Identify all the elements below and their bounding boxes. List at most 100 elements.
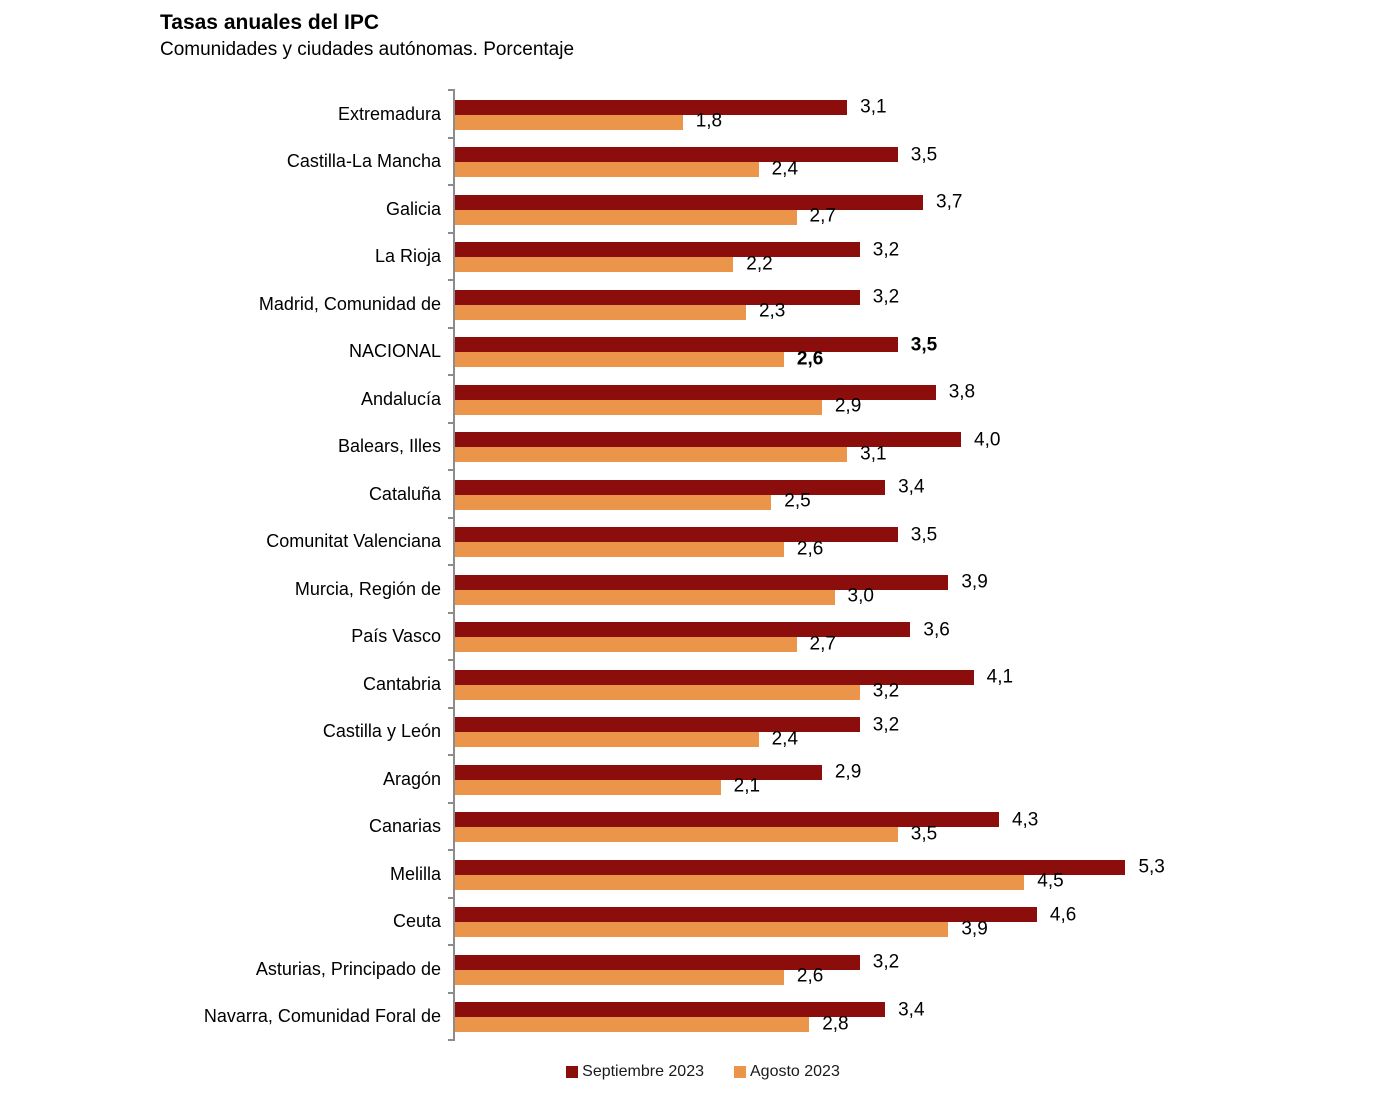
axis-tick [448, 374, 455, 376]
bar-septiembre [455, 907, 1037, 922]
bar-septiembre [455, 859, 1126, 875]
bar-septiembre [455, 764, 822, 780]
value-label-agosto: 3,9 [961, 918, 988, 939]
bar-septiembre [455, 1002, 886, 1017]
value-label-septiembre: 3,6 [923, 619, 950, 640]
category-label: Murcia, Región de [294, 578, 441, 599]
category-label: Castilla-La Mancha [286, 151, 441, 172]
bar-agosto [455, 114, 683, 130]
category-label: NACIONAL [348, 341, 441, 362]
bar-agosto [455, 969, 784, 985]
value-label-septiembre: 5,3 [1138, 856, 1165, 878]
bar-septiembre [455, 384, 936, 400]
value-label-agosto: 3,2 [872, 680, 900, 702]
bar-septiembre [455, 527, 898, 542]
value-label-septiembre: 3,5 [910, 144, 938, 165]
bar-septiembre [455, 622, 911, 637]
value-label-septiembre: 4,3 [1011, 809, 1039, 830]
category-label: Balears, Illes [337, 436, 441, 457]
value-label-septiembre: 2,9 [834, 761, 862, 783]
category-label: Navarra, Comunidad Foral de [203, 1006, 441, 1027]
bar-septiembre [455, 479, 886, 495]
bar-septiembre [455, 99, 848, 115]
bar-septiembre [455, 289, 860, 305]
category-label: Castilla y León [322, 721, 441, 742]
axis-tick [448, 421, 455, 424]
value-label-septiembre: 3,9 [961, 571, 988, 593]
category-label: Asturias, Principado de [255, 958, 441, 979]
category-label: Melilla [389, 863, 441, 884]
axis-tick [448, 706, 455, 709]
bar-septiembre [455, 669, 974, 685]
category-label: Aragón [382, 768, 441, 789]
category-label: Cantabria [362, 673, 441, 694]
category-label: Madrid, Comunidad de [258, 293, 441, 314]
bar-septiembre [455, 432, 961, 447]
bar-septiembre [455, 147, 898, 162]
legend-label-septiembre: Septiembre 2023 [582, 1063, 704, 1080]
value-label-agosto: 2,7 [809, 205, 836, 227]
bar-agosto [455, 162, 759, 177]
value-label-septiembre: 3,2 [872, 286, 900, 308]
value-label-septiembre: 3,5 [910, 334, 938, 355]
bar-septiembre [455, 194, 924, 210]
value-label-agosto: 4,5 [1037, 870, 1064, 892]
bar-septiembre [455, 574, 949, 590]
legend-label-agosto: Agosto 2023 [750, 1063, 840, 1080]
bar-agosto [455, 447, 848, 462]
bar-agosto [455, 732, 759, 747]
axis-tick [448, 136, 455, 139]
axis-tick [448, 326, 455, 329]
axis-tick [448, 469, 455, 471]
category-label: La Rioja [374, 246, 441, 267]
bar-agosto [455, 1017, 810, 1032]
value-label-agosto: 1,8 [695, 110, 723, 132]
value-label-septiembre: 3,2 [872, 951, 900, 973]
bar-agosto [455, 922, 949, 937]
axis-tick [448, 231, 455, 234]
bar-agosto [455, 827, 898, 842]
chart-header: Tasas anuales del IPC Comunidades y ciud… [160, 10, 574, 62]
axis-tick [448, 896, 455, 899]
category-label: Canarias [368, 816, 441, 837]
value-label-septiembre: 3,4 [898, 476, 925, 498]
value-label-agosto: 2,6 [796, 348, 824, 369]
bar-agosto [455, 257, 734, 272]
value-label-agosto: 2,9 [834, 395, 862, 417]
value-label-septiembre: 3,7 [936, 191, 963, 213]
category-label: Ceuta [392, 911, 441, 932]
bar-agosto [455, 589, 835, 605]
axis-tick [448, 516, 455, 519]
chart-legend: Septiembre 2023 Agosto 2023 [160, 1064, 1246, 1080]
bar-septiembre [455, 242, 860, 257]
axis-tick [448, 184, 455, 186]
value-label-septiembre: 3,2 [872, 714, 900, 735]
legend-item-septiembre: Septiembre 2023 [566, 1064, 704, 1080]
bar-septiembre [455, 337, 898, 352]
value-label-agosto: 2,2 [746, 253, 773, 274]
axis-tick [448, 564, 455, 566]
axis-tick [448, 1039, 455, 1041]
value-label-septiembre: 4,0 [974, 429, 1001, 450]
bar-septiembre [455, 812, 999, 827]
axis-tick [448, 611, 455, 614]
bar-agosto [455, 684, 860, 700]
value-label-agosto: 2,7 [809, 633, 836, 654]
bar-agosto [455, 542, 784, 557]
axis-tick [448, 754, 455, 756]
chart-subtitle: Comunidades y ciudades autónomas. Porcen… [160, 39, 575, 61]
axis-tick [448, 849, 455, 851]
value-label-agosto: 2,1 [733, 775, 761, 797]
category-label: Galicia [385, 198, 441, 219]
bar-septiembre [455, 717, 860, 732]
category-label: País Vasco [351, 626, 441, 647]
value-label-agosto: 2,4 [771, 158, 799, 179]
value-label-septiembre: 3,2 [872, 239, 900, 260]
axis-tick [448, 944, 455, 946]
value-label-septiembre: 3,5 [910, 524, 938, 545]
axis-tick [448, 659, 455, 661]
axis-tick [448, 89, 455, 91]
chart-title: Tasas anuales del IPC [160, 11, 380, 34]
